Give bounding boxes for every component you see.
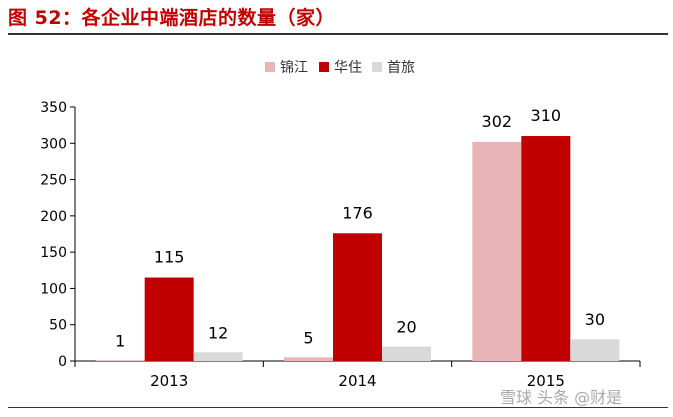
bottom-divider <box>8 407 668 408</box>
bars <box>95 136 620 361</box>
data-label: 20 <box>396 317 416 336</box>
y-tick-label: 250 <box>40 173 67 189</box>
x-tick-label: 2015 <box>527 372 565 390</box>
legend-swatch-首旅 <box>372 62 382 72</box>
data-labels: 1 115 12 5 176 20 302 310 30 <box>115 106 605 350</box>
data-label: 302 <box>482 112 513 131</box>
bar-锦江-2013 <box>95 360 145 361</box>
data-label: 5 <box>303 328 313 347</box>
data-label: 12 <box>208 323 228 342</box>
legend-label-华住: 华住 <box>334 60 362 76</box>
legend-swatch-华住 <box>319 62 329 72</box>
y-tick-label: 350 <box>40 100 67 116</box>
bar-锦江-2014 <box>284 357 333 361</box>
bar-锦江-2015 <box>472 141 522 361</box>
y-tick-label: 200 <box>40 209 67 225</box>
chart-title: 图 52：各企业中端酒店的数量（家） <box>8 7 336 29</box>
x-tick-label: 2013 <box>150 372 188 390</box>
bar-首旅-2015 <box>570 339 620 361</box>
y-tick-label: 0 <box>58 354 67 370</box>
bar-华住-2015 <box>521 136 571 361</box>
x-tick-label: 2014 <box>338 372 376 390</box>
watermark: 雪球 头条 @财是 <box>500 388 623 407</box>
legend-label-首旅: 首旅 <box>387 60 415 76</box>
data-label: 30 <box>585 310 605 329</box>
legend-swatch-锦江 <box>265 62 275 72</box>
data-label: 310 <box>531 106 562 125</box>
data-label: 1 <box>115 331 125 350</box>
legend-label-锦江: 锦江 <box>280 59 308 76</box>
y-tick-label: 50 <box>49 318 67 334</box>
y-tick-label: 300 <box>40 136 67 152</box>
y-tick-label: 150 <box>40 245 67 261</box>
bar-首旅-2014 <box>382 346 431 361</box>
title-divider <box>8 33 668 35</box>
data-label: 115 <box>154 248 185 267</box>
y-tick-label: 100 <box>40 281 67 297</box>
bar-首旅-2013 <box>193 352 243 361</box>
bar-华住-2014 <box>333 233 382 361</box>
bar-华住-2013 <box>144 277 194 361</box>
legend: 锦江 华住 首旅 <box>265 59 415 76</box>
data-label: 176 <box>342 203 373 222</box>
